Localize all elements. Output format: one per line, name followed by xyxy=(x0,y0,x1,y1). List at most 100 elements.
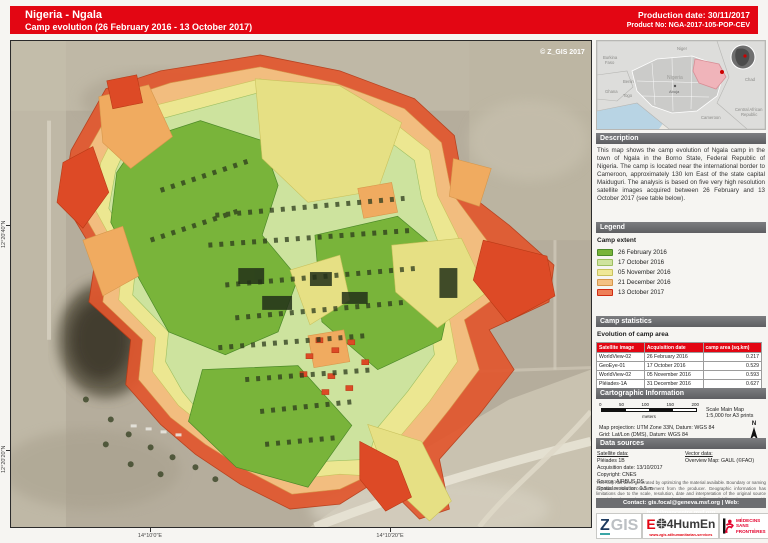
borno-state-highlight xyxy=(692,58,727,90)
camp-statistics-header: Camp statistics xyxy=(596,316,766,327)
label-car-1: Central African xyxy=(735,107,763,112)
cell-date: 26 February 2016 xyxy=(643,352,704,362)
zgis-z: Z xyxy=(600,516,610,535)
tree-blocks xyxy=(238,268,458,310)
msf-line1: MÉDECINS xyxy=(735,517,761,523)
page-title: Nigeria - Ngala xyxy=(25,9,103,21)
legend-swatch-2017-10 xyxy=(597,288,613,296)
legend-label: 13 October 2017 xyxy=(618,288,665,296)
legend-swatch-2016-10 xyxy=(597,258,613,266)
vector-data-column: Vector data: Overview Map: GAUL (©FAO) xyxy=(685,451,763,493)
legend-swatch-2016-11 xyxy=(597,268,613,276)
col-satellite-image: Satellite image xyxy=(596,342,645,353)
legend-label: 17 October 2016 xyxy=(618,258,665,266)
ngala-marker xyxy=(720,70,724,74)
cell-image: GeoEye-01 xyxy=(596,361,645,371)
product-number: Product No: NGA-2017-105-POP-CEV xyxy=(626,22,750,29)
zgis-logo: Z GIS xyxy=(596,513,643,539)
tick: 150 xyxy=(666,402,674,407)
satellite-data-heading: Satellite data: xyxy=(597,451,629,457)
cartographic-section: Cartographic Information 0 50 100 150 20… xyxy=(596,388,766,445)
label-togo: Togo xyxy=(623,93,633,98)
label-benin: Benin xyxy=(623,79,634,84)
scale-text: Scale Main Map 1:5,000 for A3 prints xyxy=(706,407,754,419)
ds-line: Acquisition date: 13/10/2017 xyxy=(597,465,663,472)
red-patches xyxy=(56,74,556,512)
col-camp-area: camp area (sq.km) xyxy=(702,342,763,353)
abuja-marker xyxy=(673,84,677,88)
north-label: N xyxy=(751,421,757,427)
cell-image: WorldView-02 xyxy=(596,370,645,380)
cell-area: 0.217 xyxy=(702,352,763,362)
lon-tick xyxy=(390,528,391,532)
scattered-trees xyxy=(82,396,219,483)
table-row: GeoEye-01 17 October 2016 0.529 xyxy=(596,361,763,371)
eo-url: www.zgis.at/humanitarian-services xyxy=(649,532,713,537)
label-niger: Niger xyxy=(677,46,688,51)
map-copyright: © Z_GIS 2017 xyxy=(540,48,585,56)
ds-line: Spatial resolution: 0.5 m xyxy=(597,486,653,493)
msf-figure-icon xyxy=(723,518,734,534)
data-sources-header: Data sources xyxy=(596,438,766,449)
ds-line: Pléiades 1B xyxy=(597,458,625,465)
map-grid: Grid: Lat/Lon (DMS), Datum: WGS 84 xyxy=(599,432,688,439)
legend-header: Legend xyxy=(596,222,766,233)
yellow-patches xyxy=(254,78,488,522)
label-chad: Chad xyxy=(745,77,756,82)
msf-line2: SANS FRONTIÈRES xyxy=(735,523,766,534)
scalebar-ticks: 0 50 100 150 200 xyxy=(599,402,699,407)
legend-item: 26 February 2016 xyxy=(596,247,766,257)
label-cameroon: Cameroon xyxy=(701,115,721,120)
cell-date: 05 November 2016 xyxy=(643,370,704,380)
cell-image: WorldView-02 xyxy=(596,352,645,362)
production-date: Production date: 30/11/2017 xyxy=(638,10,750,20)
description-header: Description xyxy=(596,133,766,144)
label-ghana: Ghana xyxy=(605,89,618,94)
label-abuja: Abuja xyxy=(669,89,680,94)
contact-bar: Contact: gis.focal@geneva.msf.org | Web:… xyxy=(596,498,766,516)
lon-label: 14°10'0"E xyxy=(137,533,163,539)
cell-area: 0.529 xyxy=(702,361,763,371)
logos-row: Z GIS E 4HumEn www.zgis.at/humanitarian-s… xyxy=(596,512,768,540)
north-arrow-icon xyxy=(750,427,758,440)
msf-logo: MÉDECINS SANS FRONTIÈRES xyxy=(719,513,768,539)
lon-tick xyxy=(150,528,151,532)
map-projection: Map projection: UTM Zone 33N, Datum: WGS… xyxy=(599,425,715,431)
globe-icon xyxy=(656,518,667,529)
label-burkina-1: Burkina xyxy=(603,55,618,60)
ds-line: Overview Map: GAUL (©FAO) xyxy=(685,458,755,465)
lat-tick xyxy=(6,225,10,226)
data-sources-section: Data sources Satellite data: Pléiades 1B… xyxy=(596,438,766,495)
satellite-data-column: Satellite data: Pléiades 1B Acquisition … xyxy=(597,451,685,493)
legend-section: Legend Camp extent 26 February 2016 17 O… xyxy=(596,222,766,297)
table-header-row: Satellite image Acquisition date camp ar… xyxy=(596,342,763,353)
lat-tick xyxy=(6,450,10,451)
lat-label: 12°20'40"N xyxy=(1,220,7,248)
cartographic-header: Cartographic Information xyxy=(596,388,766,399)
eo-e: E xyxy=(646,515,656,532)
page-subtitle: Camp evolution (26 February 2016 - 13 Oc… xyxy=(25,22,253,32)
tick: 0 xyxy=(599,402,602,407)
legend-swatch-2016-12 xyxy=(597,278,613,286)
tree-rows xyxy=(149,158,420,447)
camp-statistics-subtitle: Evolution of camp area xyxy=(597,331,669,338)
legend-item: 13 October 2017 xyxy=(596,287,766,297)
legend-item: 17 October 2016 xyxy=(596,257,766,267)
north-arrow: N xyxy=(748,421,760,446)
camp-statistics-section: Camp statistics Evolution of camp area S… xyxy=(596,316,766,398)
legend-subtitle: Camp extent xyxy=(597,237,637,244)
legend-label: 21 December 2016 xyxy=(618,278,671,286)
cell-area: 0.593 xyxy=(702,370,763,380)
label-burkina-2: Faso xyxy=(605,60,615,65)
tick: 50 xyxy=(618,402,624,407)
table-row: WorldView-02 26 February 2016 0.217 xyxy=(596,352,763,362)
globe-inset xyxy=(730,44,756,70)
lon-label: 14°10'20"E xyxy=(376,533,404,539)
lat-label: 12°20'20"N xyxy=(1,445,7,473)
scalebar xyxy=(601,408,697,412)
legend-item: 21 December 2016 xyxy=(596,277,766,287)
ds-line: Source: AIRBUS DS xyxy=(597,479,644,486)
zgis-gis: GIS xyxy=(610,517,639,534)
legend-label: 26 February 2016 xyxy=(618,248,667,256)
